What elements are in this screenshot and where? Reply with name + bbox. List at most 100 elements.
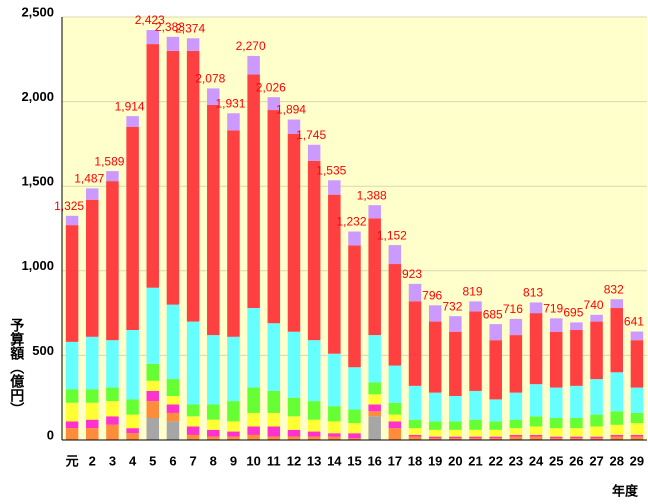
bar-segment: [146, 287, 160, 364]
bar-segment: [186, 321, 200, 405]
bar-segment: [86, 389, 99, 403]
bar-segment: [348, 367, 361, 410]
bar-segment: [348, 245, 361, 368]
bar-segment: [610, 436, 623, 440]
bar-segment: [307, 419, 321, 432]
bar-segment: [328, 421, 341, 434]
total-label: 719: [543, 302, 563, 316]
bar-segment: [146, 44, 160, 288]
bar-segment: [65, 421, 79, 429]
bar-segment: [126, 399, 139, 415]
bar-segment: [307, 436, 321, 440]
bar-segment: [449, 316, 462, 332]
bar-segment: [106, 340, 119, 388]
bar-segment: [469, 429, 482, 437]
bar-segment: [328, 180, 341, 195]
total-label: 796: [422, 288, 442, 302]
bar-segment: [287, 429, 301, 437]
bar-segment: [388, 428, 402, 440]
bar-segment: [287, 331, 301, 398]
y-tick-label: 500: [32, 343, 54, 358]
bar-segment: [368, 205, 381, 219]
bar-segment: [166, 379, 180, 397]
bar-segment: [267, 97, 281, 111]
total-label: 1,232: [336, 215, 366, 229]
bar-segment: [267, 323, 281, 391]
total-label: 1,152: [377, 228, 407, 242]
bar-segment: [267, 426, 281, 437]
bar-segment: [590, 426, 603, 437]
bar-segment: [408, 301, 422, 386]
bar-segment: [408, 283, 422, 302]
bar-segment: [428, 321, 442, 393]
bar-segment: [186, 50, 200, 322]
bar-segment: [86, 199, 99, 337]
bar-segment: [227, 336, 240, 402]
bar-segment: [570, 428, 583, 437]
bar-segment: [348, 438, 361, 440]
bar-segment: [328, 353, 341, 407]
bar-segment: [86, 336, 99, 390]
bar-segment: [610, 372, 623, 412]
x-tick-label: 2: [89, 453, 96, 468]
bar-segment: [65, 215, 79, 226]
bar-segment: [630, 331, 644, 341]
total-label: 641: [624, 315, 644, 329]
bar-segment: [267, 412, 281, 427]
total-label: 1,745: [296, 128, 326, 142]
bar-segment: [449, 421, 462, 430]
bar-segment: [549, 387, 563, 419]
bar-segment: [166, 36, 180, 51]
bar-segment: [126, 116, 139, 127]
bar-segment: [428, 429, 442, 437]
total-label: 716: [503, 302, 523, 316]
bar-segment: [489, 436, 502, 439]
bar-segment: [227, 113, 240, 131]
bar-segment: [247, 74, 260, 309]
bar-segment: [65, 402, 79, 422]
bar-segment: [247, 426, 260, 435]
bar-segment: [207, 429, 220, 437]
x-tick-label: 8: [210, 453, 217, 468]
bar-segment: [328, 433, 341, 437]
bar-segment: [489, 340, 502, 400]
bar-segment: [166, 304, 180, 380]
y-tick-label: 1,000: [21, 258, 54, 273]
bar-segment: [126, 126, 139, 331]
bar-segment: [449, 436, 462, 439]
total-label: 1,894: [276, 103, 306, 117]
bar-segment: [247, 412, 260, 427]
bar-segment: [207, 88, 220, 105]
total-label: 832: [604, 282, 624, 296]
x-tick-label: 23: [509, 453, 523, 468]
bar-segment: [408, 385, 422, 420]
bar-segment: [227, 431, 240, 437]
bar-segment: [227, 436, 240, 440]
bar-segment: [186, 38, 200, 51]
bar-segment: [146, 363, 160, 381]
x-tick-label: 26: [569, 453, 583, 468]
bar-segment: [368, 335, 381, 383]
bar-segment: [449, 331, 462, 397]
x-tick-label: 14: [327, 453, 342, 468]
x-tick-label: 18: [408, 453, 422, 468]
bar-segment: [328, 436, 341, 440]
total-label: 1,914: [115, 99, 145, 113]
bar-segment: [348, 231, 361, 246]
total-label: 740: [584, 298, 604, 312]
total-label: 1,589: [94, 154, 124, 168]
bar-segment: [247, 434, 260, 440]
bar-segment: [590, 314, 603, 322]
bar-segment: [287, 133, 301, 332]
y-tick-label: 2,000: [21, 89, 54, 104]
bar-segment: [529, 313, 543, 385]
bar-segment: [126, 433, 139, 440]
bar-segment: [469, 311, 482, 391]
bar-segment: [489, 438, 502, 440]
bar-segment: [227, 421, 240, 432]
bar-segment: [186, 426, 200, 435]
bar-segment: [146, 30, 160, 45]
bar-segment: [166, 396, 180, 405]
bar-segment: [529, 426, 543, 435]
